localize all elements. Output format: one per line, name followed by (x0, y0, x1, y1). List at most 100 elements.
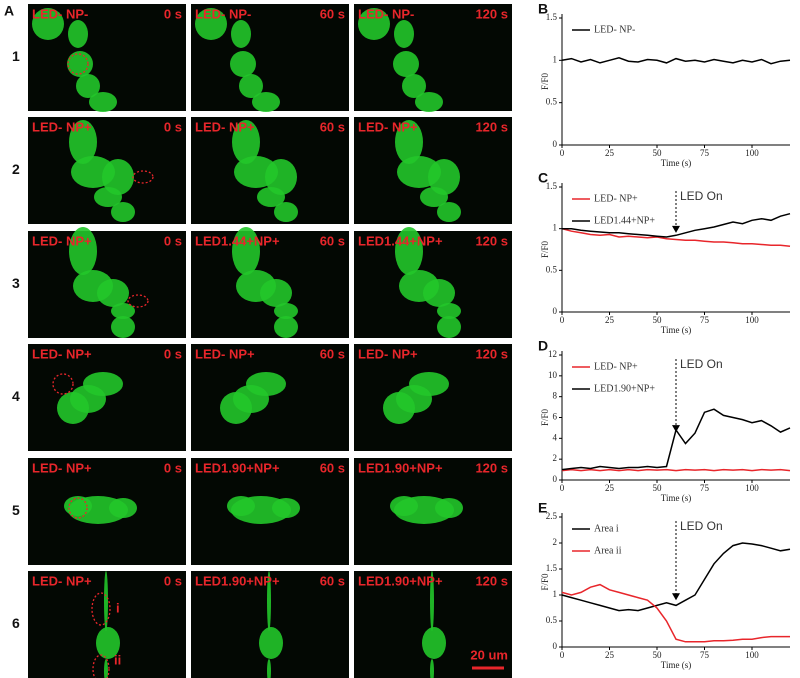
row-label: 1 (12, 48, 20, 64)
cell-body (415, 92, 443, 112)
x-tick-label: 75 (700, 315, 710, 325)
cell-body (430, 659, 434, 678)
time-label: 120 s (475, 573, 508, 588)
cell-body (428, 159, 460, 195)
cell-body (231, 20, 251, 48)
arrow-head (672, 593, 680, 601)
cell-body (257, 187, 285, 207)
series-line (561, 57, 791, 65)
x-axis-title: Time (s) (661, 493, 691, 503)
roi-circle (52, 373, 74, 395)
condition-label: LED- NP+ (195, 346, 255, 361)
series-line (561, 408, 791, 471)
y-tick-label: 1.5 (546, 563, 558, 573)
y-tick-label: 0.5 (546, 97, 558, 107)
legend-label: LED1.44+NP+ (594, 215, 655, 226)
time-label: 120 s (475, 233, 508, 248)
legend-label: LED- NP+ (594, 193, 638, 204)
cell-body (383, 392, 415, 424)
annotation-label: LED On (680, 189, 723, 203)
panel-letter: B (538, 1, 548, 17)
roi-circle (132, 170, 154, 184)
x-axis-title: Time (s) (661, 325, 691, 335)
cell-body (220, 392, 252, 424)
y-axis-title: F/F0 (540, 573, 550, 591)
x-tick-label: 50 (653, 483, 663, 493)
x-tick-label: 100 (745, 650, 759, 660)
cell-body (69, 227, 97, 275)
condition-label: LED1.90+NP+ (358, 460, 443, 475)
cell-body (390, 496, 418, 516)
cell-body (104, 659, 108, 678)
roi-circle (91, 592, 111, 626)
condition-label: LED- NP+ (32, 346, 92, 361)
series-line (561, 227, 791, 247)
cell-body (111, 202, 135, 222)
x-tick-label: 25 (605, 148, 615, 158)
y-tick-label: 8 (553, 391, 558, 401)
cell-body (267, 659, 271, 678)
roi-circle (92, 654, 110, 678)
cell-body (68, 20, 88, 48)
x-axis-title: Time (s) (661, 158, 691, 168)
cell-body (395, 227, 423, 275)
series-line (561, 542, 791, 612)
cell-body (32, 8, 64, 40)
legend-label: Area ii (594, 545, 622, 556)
x-tick-label: 50 (653, 650, 663, 660)
series-line (562, 212, 791, 238)
condition-label: LED- NP+ (32, 460, 92, 475)
cell-body (437, 316, 461, 338)
y-axis-title: F/F0 (540, 408, 550, 426)
condition-label: LED- NP- (195, 6, 251, 21)
time-label: 60 s (320, 460, 345, 475)
x-tick-label: 100 (745, 483, 759, 493)
cell-body (265, 159, 297, 195)
panel-letter: E (538, 500, 547, 516)
cell-body (437, 303, 461, 319)
y-tick-label: 0.5 (546, 264, 558, 274)
cell-body (394, 20, 414, 48)
cell-body (64, 496, 92, 516)
cell-body (274, 303, 298, 319)
arrow-head (672, 225, 680, 233)
cell-body (76, 74, 100, 98)
y-tick-label: 0 (553, 474, 558, 484)
x-tick-label: 0 (560, 483, 565, 493)
cell-body (67, 51, 93, 77)
cell-body (430, 571, 434, 631)
y-tick-label: 2 (553, 537, 558, 547)
y-tick-label: 0 (553, 139, 558, 149)
x-tick-label: 0 (560, 315, 565, 325)
row-label: 5 (12, 502, 20, 518)
y-tick-label: 0 (553, 306, 558, 316)
legend-label: LED- NP+ (594, 361, 638, 372)
annotation-label: LED On (680, 357, 723, 371)
annotation-label: LED On (680, 519, 723, 533)
condition-label: LED1.90+NP+ (358, 573, 443, 588)
time-label: 60 s (320, 573, 345, 588)
y-tick-label: 0.5 (546, 615, 558, 625)
time-label: 0 s (164, 6, 182, 21)
y-tick-label: 2 (553, 453, 558, 463)
cell-body (437, 202, 461, 222)
row-label: 2 (12, 161, 20, 177)
cell-body (111, 303, 135, 319)
cell-body (423, 279, 455, 307)
panel-letter: D (538, 338, 548, 354)
cell-body (395, 120, 423, 164)
cell-body (274, 316, 298, 338)
cell-body (104, 571, 108, 631)
y-axis-title: F/F0 (540, 240, 550, 258)
cell-body (232, 120, 260, 164)
time-label: 0 s (164, 119, 182, 134)
x-tick-label: 25 (605, 650, 615, 660)
x-tick-label: 100 (745, 315, 759, 325)
cell-body (111, 316, 135, 338)
x-tick-label: 100 (745, 148, 759, 158)
cell-body (109, 498, 137, 518)
time-label: 120 s (475, 119, 508, 134)
x-tick-label: 75 (700, 650, 710, 660)
y-tick-label: 0 (553, 641, 558, 651)
cell-body (272, 498, 300, 518)
